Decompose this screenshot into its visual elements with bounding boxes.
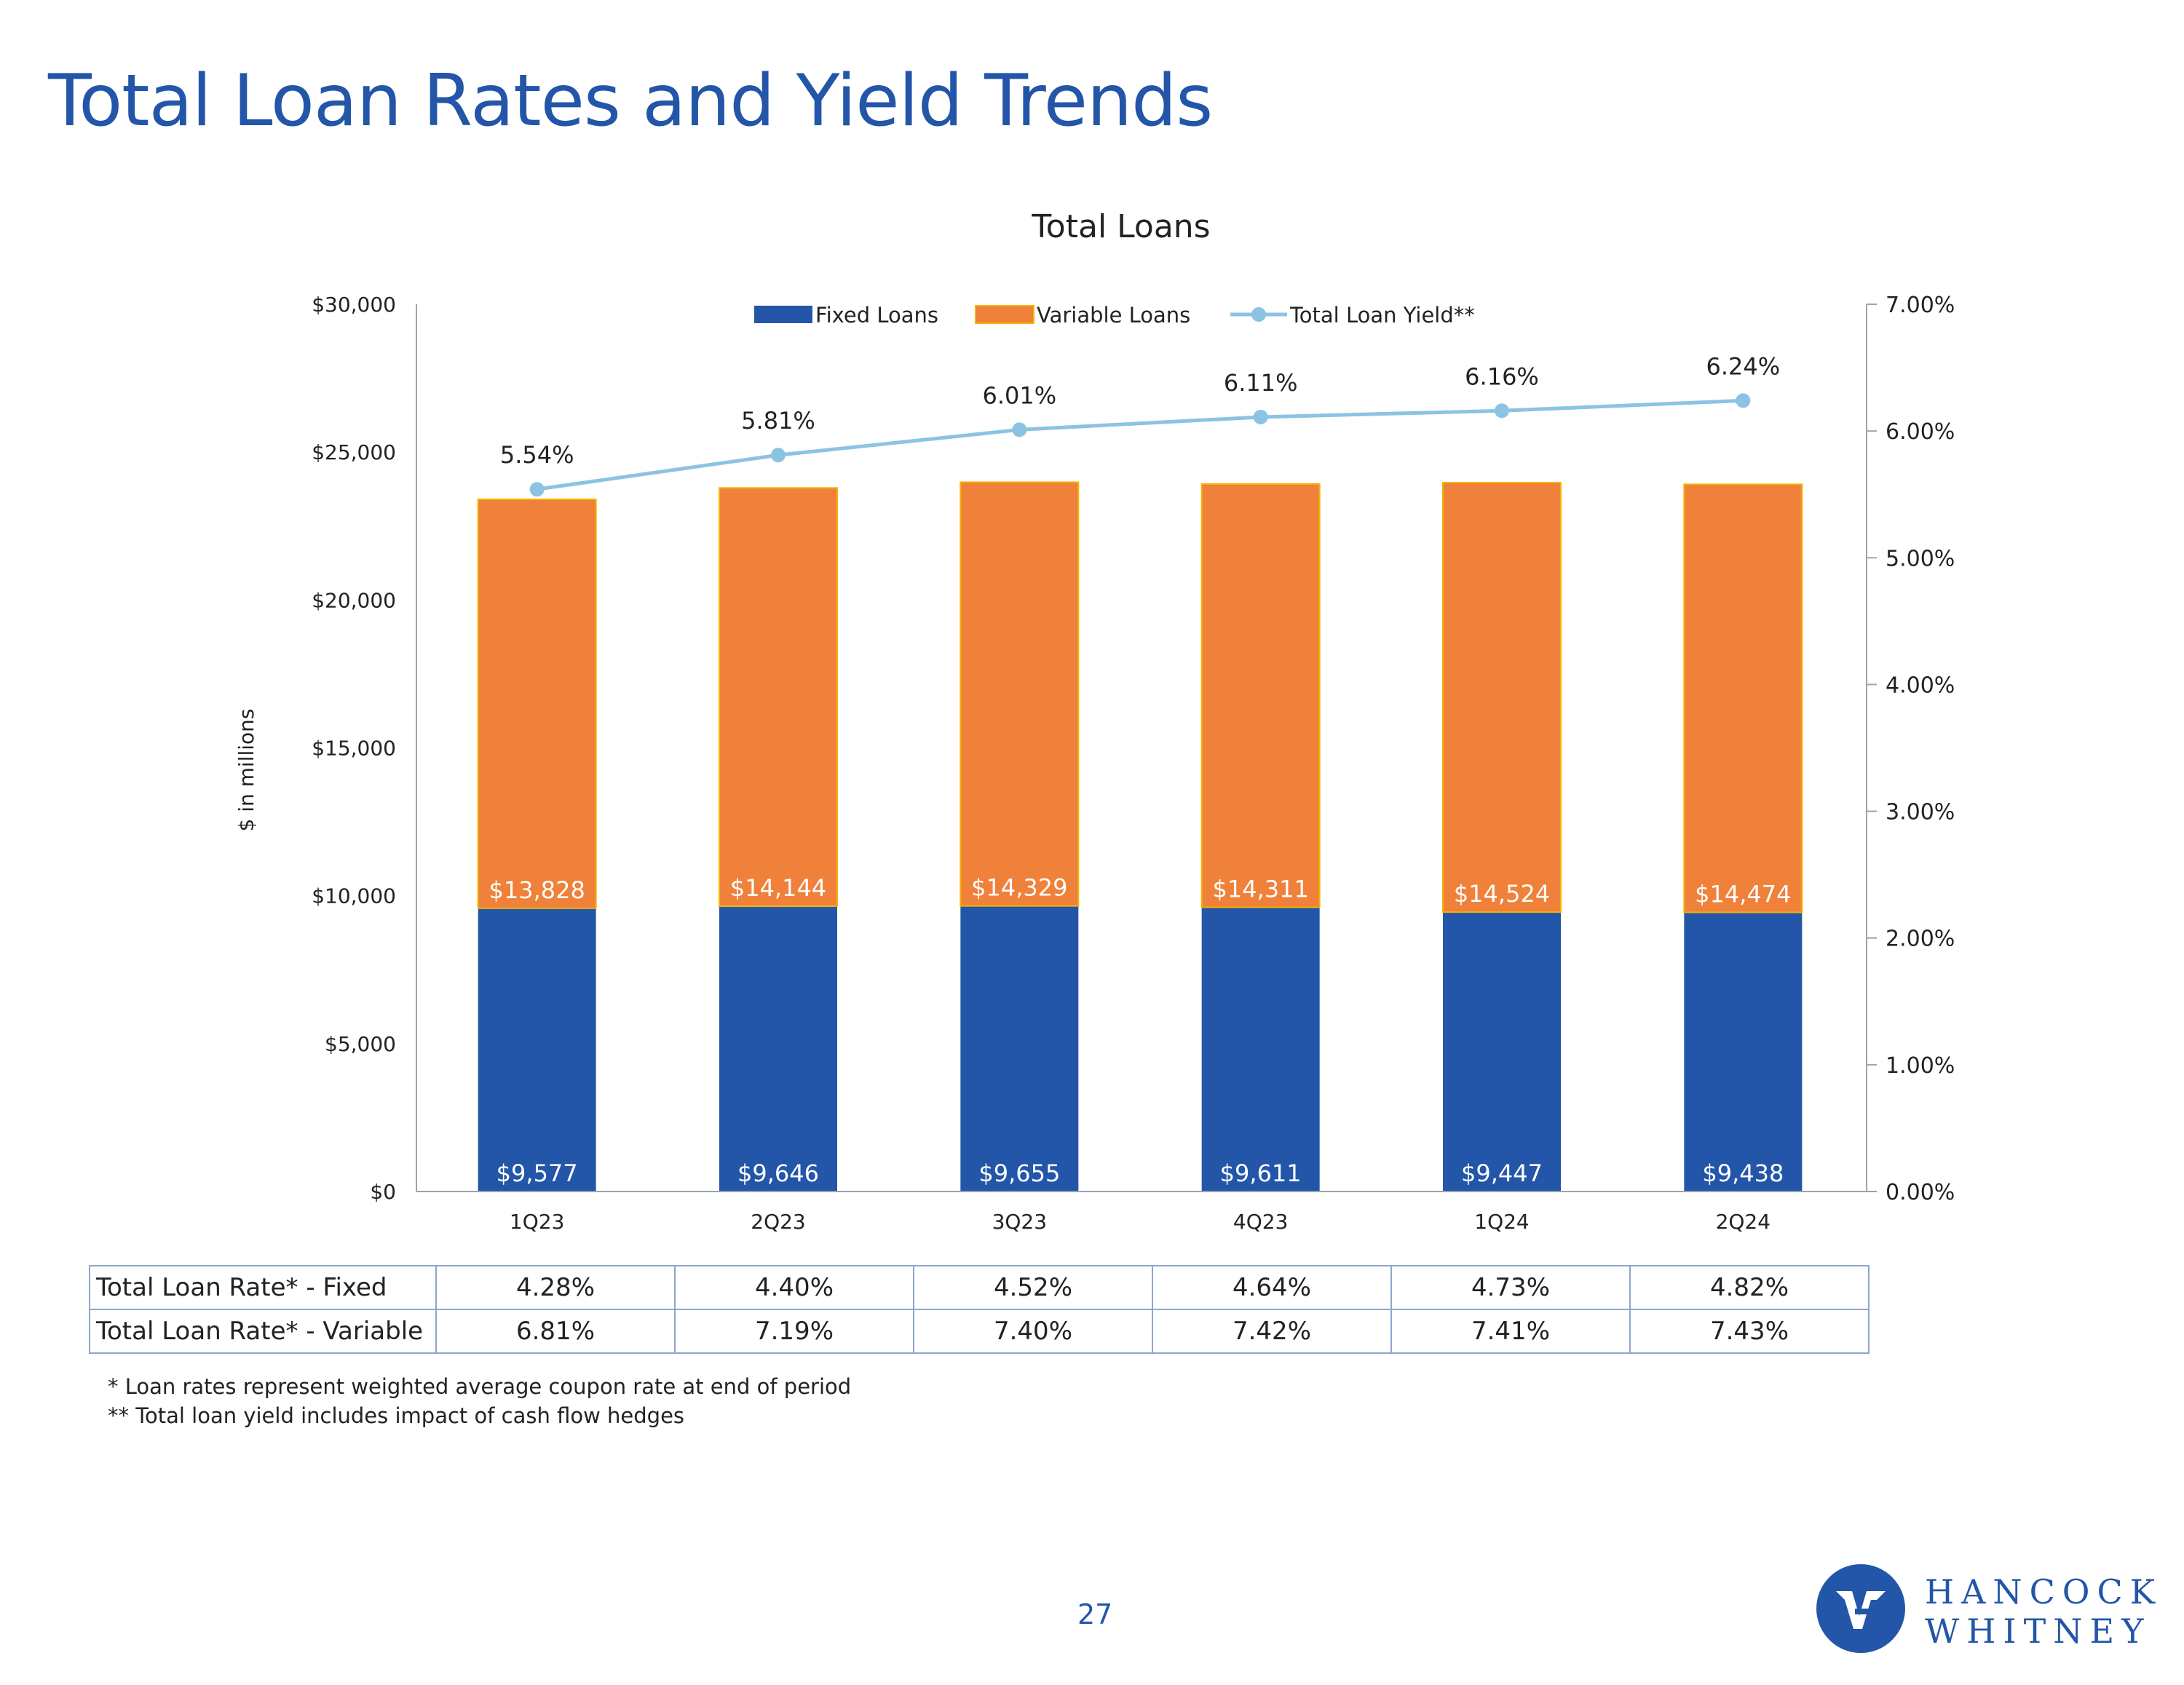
table-cell: 4.64% — [1152, 1265, 1392, 1310]
x-tick-label: 2Q23 — [751, 1210, 805, 1234]
footnote-loan-rates: * Loan rates represent weighted average … — [108, 1374, 852, 1399]
legend-label-yield: Total Loan Yield** — [1289, 303, 1475, 328]
data-label-yield: 6.24% — [1706, 352, 1781, 380]
yield-point — [1495, 403, 1509, 419]
y2-tick-label: 1.00% — [1886, 1053, 1955, 1079]
chart-title: Total Loans — [1031, 208, 1210, 245]
y-tick-label: $15,000 — [312, 737, 396, 761]
loan-rate-table: Total Loan Rate* - Fixed 4.28% 4.40% 4.5… — [89, 1265, 1870, 1354]
legend-marker-yield — [1251, 307, 1266, 322]
data-label-yield: 6.01% — [983, 381, 1057, 409]
legend-swatch-variable — [975, 305, 1034, 324]
data-label-yield: 5.81% — [741, 407, 815, 435]
legend-label-variable: Variable Loans — [1037, 303, 1190, 328]
bar-variable-loans — [960, 481, 1080, 907]
table-cell: 7.41% — [1390, 1309, 1631, 1354]
table-cell: 7.40% — [913, 1309, 1153, 1354]
data-label-fixed: $9,655 — [978, 1159, 1060, 1187]
total-loans-chart: Total Loans $ in millions $0 $5,000 $10,000 $… — [234, 208, 1955, 1234]
y-tick-label: $20,000 — [312, 588, 396, 612]
bar-variable-loans — [1200, 483, 1321, 908]
data-label-variable: $14,329 — [971, 874, 1067, 902]
bar-fixed-loans — [960, 905, 1079, 1192]
data-label-variable: $14,474 — [1695, 881, 1791, 908]
bar-variable-loans — [1683, 483, 1803, 913]
yield-point — [529, 482, 545, 497]
yield-point — [771, 448, 786, 463]
data-label-variable: $14,311 — [1213, 875, 1309, 903]
table-cell: 7.42% — [1152, 1309, 1392, 1354]
bar-fixed-loans — [1201, 907, 1320, 1192]
y-tick-label: $0 — [370, 1180, 396, 1204]
data-label-yield: 6.11% — [1224, 369, 1298, 397]
legend-swatch-fixed — [754, 306, 812, 323]
table-cell: 4.73% — [1390, 1265, 1631, 1310]
y-tick-label: $30,000 — [312, 293, 396, 317]
data-label-fixed: $9,447 — [1461, 1159, 1543, 1187]
y-tick-label: $10,000 — [312, 884, 396, 908]
y-tick-label: $5,000 — [325, 1032, 396, 1056]
page-title: Total Loan Rates and Yield Trends — [48, 60, 1213, 143]
bar-fixed-loans — [478, 908, 596, 1192]
page-number: 27 — [1077, 1598, 1113, 1630]
table-cell: 7.19% — [674, 1309, 914, 1354]
y2-tick-label: 5.00% — [1886, 546, 1955, 571]
yield-point — [1012, 422, 1027, 437]
bar-fixed-loans — [1684, 912, 1803, 1192]
row-label: Total Loan Rate* - Fixed — [89, 1265, 437, 1310]
data-label-fixed: $9,577 — [496, 1159, 578, 1187]
table-cell: 4.82% — [1629, 1265, 1870, 1310]
table-cell: 4.52% — [913, 1265, 1153, 1310]
bar-variable-loans — [1442, 481, 1562, 913]
data-label-variable: $14,524 — [1454, 880, 1550, 908]
data-label-fixed: $9,438 — [1702, 1159, 1784, 1187]
table-row-fixed-rate: Total Loan Rate* - Fixed 4.28% 4.40% 4.5… — [89, 1265, 1870, 1310]
brand-name-line2: WHITNEY — [1925, 1611, 2151, 1651]
bar-variable-loans — [719, 487, 838, 908]
y-tick-label: $25,000 — [312, 440, 396, 464]
table-row-variable-rate: Total Loan Rate* - Variable 6.81% 7.19% … — [89, 1309, 1870, 1354]
x-tick-label: 1Q24 — [1474, 1210, 1529, 1234]
table-cell: 7.43% — [1629, 1309, 1870, 1354]
yield-point — [1253, 409, 1268, 424]
data-label-fixed: $9,646 — [737, 1159, 819, 1187]
bar-variable-loans — [477, 498, 597, 909]
x-tick-label: 3Q23 — [992, 1210, 1047, 1234]
data-label-variable: $13,828 — [489, 876, 585, 904]
data-label-fixed: $9,611 — [1220, 1159, 1302, 1187]
x-tick-label: 1Q23 — [510, 1210, 564, 1234]
y2-tick-label: 3.00% — [1886, 800, 1955, 825]
y2-tick-label: 7.00% — [1886, 293, 1955, 318]
data-label-yield: 5.54% — [500, 441, 574, 469]
table-cell: 6.81% — [435, 1309, 676, 1354]
bar-fixed-loans — [1443, 912, 1561, 1192]
x-tick-label: 4Q23 — [1233, 1210, 1288, 1234]
y2-tick-label: 2.00% — [1886, 927, 1955, 952]
data-label-yield: 6.16% — [1465, 362, 1539, 390]
brand-name-line1: HANCOCK — [1925, 1572, 2163, 1611]
table-cell: 4.40% — [674, 1265, 914, 1310]
yield-series-line — [537, 398, 1744, 491]
legend-label-fixed: Fixed Loans — [815, 303, 938, 328]
data-label-variable: $14,144 — [730, 874, 826, 902]
table-cell: 4.28% — [435, 1265, 676, 1310]
y2-tick-label: 0.00% — [1886, 1180, 1955, 1205]
x-tick-label: 2Q24 — [1716, 1210, 1770, 1234]
y2-tick-label: 4.00% — [1886, 673, 1955, 698]
hancock-whitney-logo-icon — [1816, 1564, 1905, 1653]
footnote-loan-yield: ** Total loan yield includes impact of c… — [108, 1403, 685, 1428]
bar-fixed-loans — [719, 906, 837, 1192]
row-label: Total Loan Rate* - Variable — [89, 1309, 437, 1354]
yield-point — [1736, 393, 1751, 408]
y-axis-label: $ in millions — [234, 709, 258, 832]
y2-tick-label: 6.00% — [1886, 419, 1955, 445]
